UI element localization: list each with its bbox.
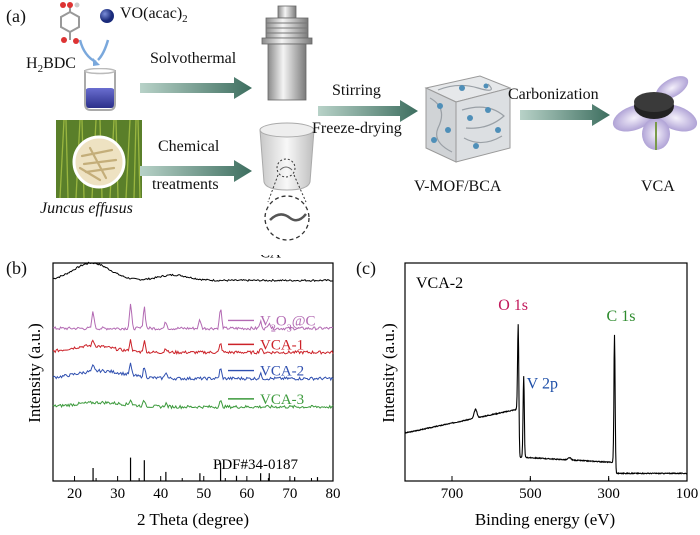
xrd-plot-frame bbox=[52, 262, 334, 482]
xps-xtick-label: 700 bbox=[441, 486, 464, 502]
panel-c-label: (c) bbox=[356, 258, 376, 278]
xps-sample-label: VCA-2 bbox=[416, 275, 463, 292]
mixing-arrows-icon bbox=[78, 39, 110, 66]
beaker-solution-icon bbox=[84, 68, 116, 111]
xrd-chart: 20 30 40 50 60 70 80 CA V2O3@C VCA-1 VCA-2 VCA-3 P… bbox=[25, 255, 341, 529]
xrd-series-VCA-2 bbox=[52, 362, 334, 382]
vca-flower-photo bbox=[612, 76, 698, 150]
step-chemical-1: Chemical bbox=[158, 138, 220, 155]
xrd-xlabel: 2 Theta (degree) bbox=[137, 510, 249, 529]
vmof-cube-icon bbox=[424, 75, 512, 163]
xrd-series-VCA-1 bbox=[52, 339, 334, 356]
xrd-legend-label: CA bbox=[260, 255, 281, 261]
h2bdc-sub: 2 bbox=[37, 63, 44, 76]
h2bdc-text-post: BDC bbox=[43, 55, 76, 72]
step-stirring: Stirring bbox=[332, 82, 381, 99]
xrd-xtick-label: 80 bbox=[326, 486, 341, 502]
vo-acac-text: VO(acac) bbox=[120, 5, 183, 22]
autoclave-icon bbox=[261, 5, 313, 101]
carbonization-arrow-icon bbox=[520, 104, 610, 126]
xrd-series-V2O3@C bbox=[52, 303, 334, 331]
xrd-legend-label: VCA-1 bbox=[260, 337, 304, 353]
xps-chart: 700 500 300 100 O 1s V 2p C 1s VCA-2 Binding … bbox=[379, 262, 699, 529]
h2bdc-molecule-icon bbox=[60, 2, 80, 44]
xrd-series-VCA-3 bbox=[52, 399, 334, 410]
plant-name: Juncus effusus bbox=[40, 200, 133, 217]
panel-b-label: (b) bbox=[6, 258, 27, 278]
chemical-arrow-icon bbox=[140, 160, 252, 182]
h2bdc-text-pre: H bbox=[26, 55, 38, 72]
xps-peak-label: O 1s bbox=[498, 297, 528, 314]
xrd-legend-label: VCA-2 bbox=[260, 364, 304, 380]
stirring-arrow-icon bbox=[318, 100, 418, 122]
xrd-xtick-label: 30 bbox=[110, 486, 125, 502]
xps-xtick-label: 500 bbox=[519, 486, 542, 502]
product-vca: VCA bbox=[641, 178, 675, 195]
step-solvothermal: Solvothermal bbox=[150, 50, 237, 67]
h2bdc-label: H2BDC bbox=[26, 55, 76, 75]
xrd-ylabel: Intensity (a.u.) bbox=[25, 323, 44, 423]
xrd-xtick-label: 70 bbox=[282, 486, 297, 502]
xps-spectrum-line bbox=[404, 324, 688, 475]
xrd-xtick-label: 40 bbox=[153, 486, 168, 502]
xps-peak-label: V 2p bbox=[527, 375, 558, 392]
panel-a-label: (a) bbox=[6, 6, 26, 26]
step-carbonization: Carbonization bbox=[508, 86, 599, 103]
xrd-legend-label: V2O3@C bbox=[260, 313, 316, 334]
vo-acac-label: VO(acac)2 bbox=[120, 5, 188, 25]
xrd-series-CA bbox=[52, 261, 334, 283]
xrd-xtick-label: 60 bbox=[239, 486, 254, 502]
xps-xlabel: Binding energy (eV) bbox=[475, 510, 615, 529]
juncus-photo bbox=[56, 120, 142, 198]
xps-xtick-label: 100 bbox=[676, 486, 699, 502]
xps-plot-frame bbox=[404, 262, 688, 482]
xrd-pdf-label: PDF#34-0187 bbox=[213, 457, 299, 473]
solvothermal-arrow-icon bbox=[140, 77, 252, 99]
step-freeze: Freeze-drying bbox=[312, 120, 402, 137]
xrd-legend-label: VCA-3 bbox=[260, 392, 304, 408]
vo-acac-ball-icon bbox=[100, 9, 114, 23]
xps-xtick-label: 300 bbox=[597, 486, 620, 502]
xps-peak-label: C 1s bbox=[607, 308, 636, 325]
xps-ylabel: Intensity (a.u.) bbox=[379, 323, 398, 423]
fiber-beaker-icon bbox=[259, 122, 315, 241]
step-chemical-2: treatments bbox=[152, 176, 219, 193]
xrd-xtick-label: 20 bbox=[67, 486, 82, 502]
product-mof: V-MOF/BCA bbox=[414, 178, 502, 195]
xrd-xtick-label: 50 bbox=[196, 486, 211, 502]
vo-acac-sub: 2 bbox=[182, 13, 188, 26]
